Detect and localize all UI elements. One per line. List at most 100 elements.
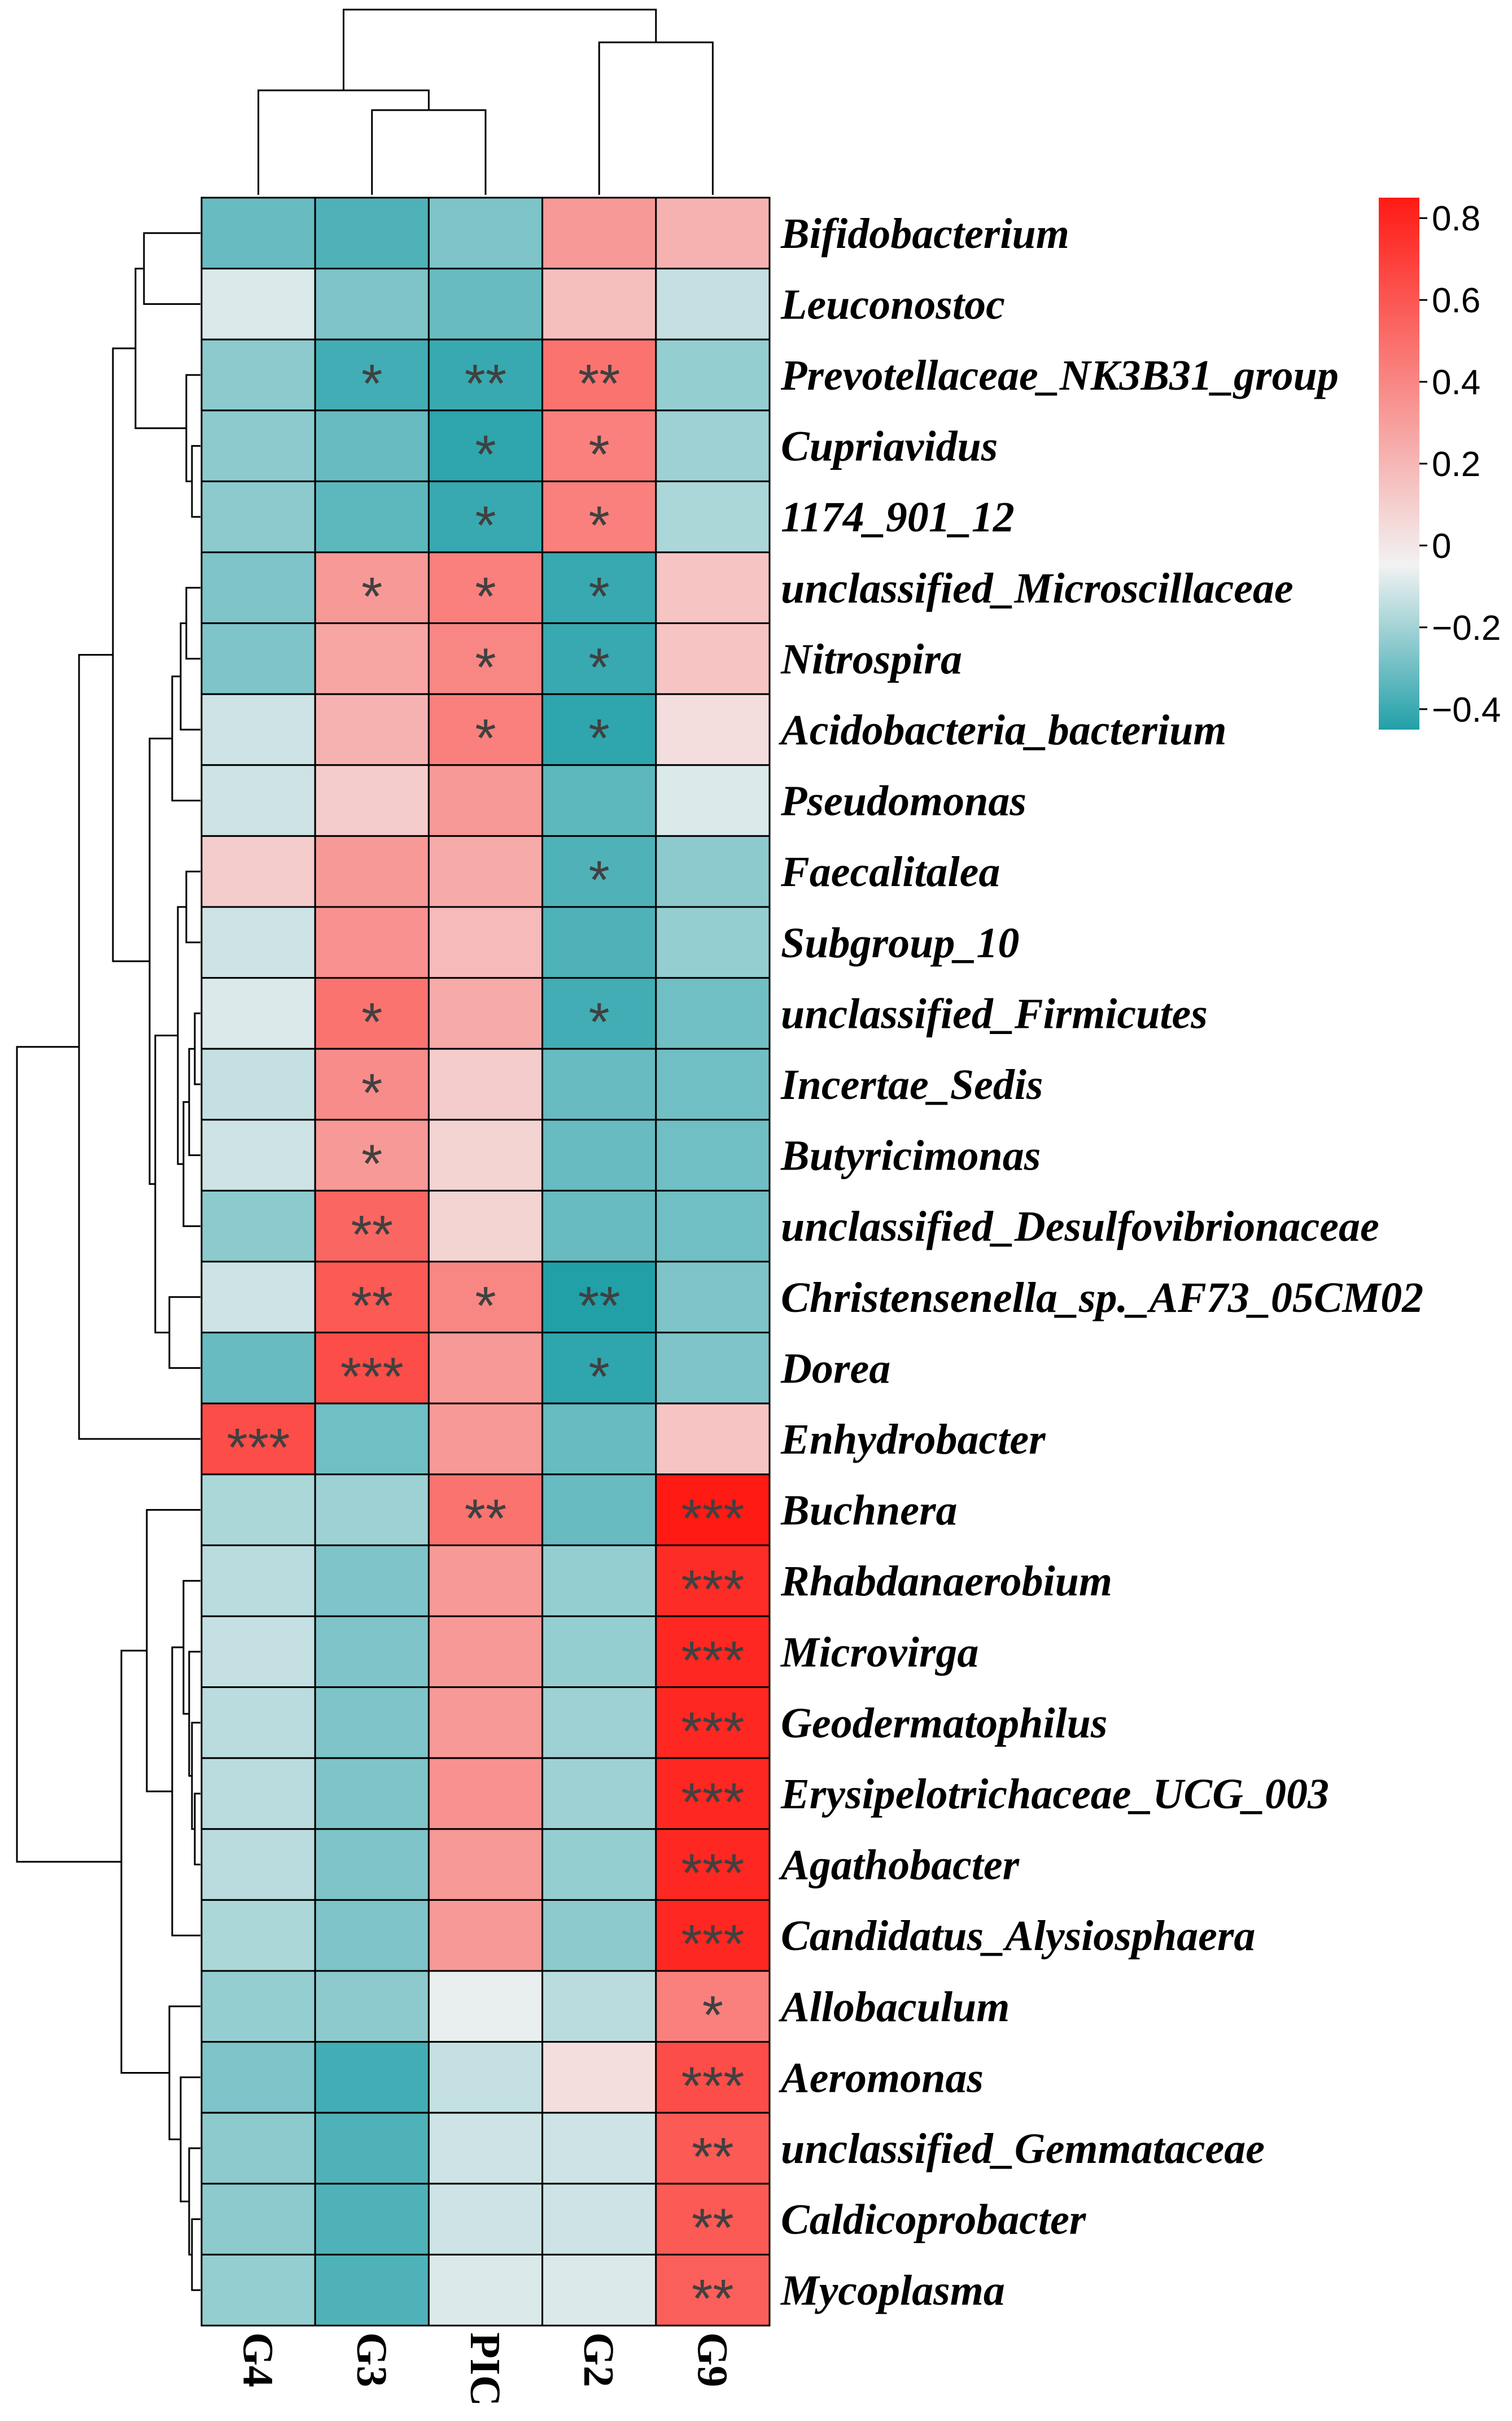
- heatmap-cell: [200, 1686, 316, 1759]
- row-dendrogram-link: [191, 1721, 200, 1830]
- colorbar: 0.8 0.6 0.4 0.2 0 −0.2 −0.4: [1379, 198, 1501, 730]
- significance-mark: *: [361, 992, 382, 1052]
- significance-mark: *: [475, 1276, 496, 1336]
- heatmap-cell: [541, 1189, 657, 1263]
- heatmap-cell: [541, 977, 657, 1050]
- significance-mark: *: [475, 566, 496, 627]
- colorbar-tick-label: 0.2: [1432, 445, 1480, 484]
- heatmap-cell: [655, 551, 771, 625]
- heatmap-cell: [314, 197, 430, 270]
- row-dendrogram-link: [171, 1646, 200, 1936]
- heatmap-cell: [655, 622, 771, 695]
- heatmap-cell: [427, 1899, 544, 1972]
- heatmap-cell: [427, 2183, 544, 2256]
- heatmap-cell: [427, 1119, 544, 1192]
- significance-mark: *: [361, 1063, 382, 1123]
- significance-mark: *: [589, 850, 610, 910]
- row-label: Subgroup_10: [781, 919, 1019, 967]
- heatmap-cell: [541, 1048, 657, 1121]
- heatmap-cell: [427, 2253, 544, 2327]
- row-dendrogram-link: [112, 347, 150, 962]
- heatmap-cell: [314, 1402, 430, 1476]
- significance-mark: ***: [681, 1630, 744, 1691]
- significance-mark: *: [589, 708, 610, 769]
- column-label: G4: [234, 2332, 282, 2387]
- significance-mark: *: [475, 708, 496, 769]
- heatmap-cell: [541, 693, 657, 766]
- row-dendrogram: [16, 232, 200, 2291]
- heatmap-cell: [541, 1544, 657, 1617]
- heatmap-cell: [200, 622, 316, 695]
- row-label: unclassified_Desulfovibrionaceae: [781, 1203, 1379, 1250]
- heatmap-cell: [427, 835, 544, 908]
- row-label: Faecalitalea: [780, 848, 1000, 896]
- significance-mark: *: [589, 992, 610, 1052]
- row-label: Allobaculum: [779, 1983, 1010, 2031]
- row-label: Candidatus_Alysiosphaera: [781, 1912, 1255, 1960]
- significance-mark: **: [465, 354, 507, 414]
- row-label: Nitrospira: [780, 635, 962, 683]
- heatmap-cell: [314, 268, 430, 341]
- heatmap-cell: [655, 764, 771, 837]
- heatmap-cell: [655, 1119, 771, 1192]
- row-dendrogram-link: [143, 232, 200, 305]
- heatmap-cell: [200, 1473, 316, 1546]
- heatmap-cell: [541, 338, 657, 412]
- significance-mark: ***: [681, 1843, 744, 1904]
- heatmap-cell: [541, 1970, 657, 2043]
- heatmap-cell: [200, 1260, 316, 1334]
- column-dendrogram-link: [371, 109, 487, 195]
- colorbar-ticks: 0.8 0.6 0.4 0.2 0 −0.2 −0.4: [1419, 199, 1501, 730]
- heatmap-cell: [655, 480, 771, 553]
- row-label: Incertae_Sedis: [780, 1061, 1043, 1109]
- heatmap-cell: [541, 480, 657, 553]
- significance-mark: *: [475, 425, 496, 485]
- significance-mark: *: [361, 566, 382, 627]
- heatmap-cell: [314, 1544, 430, 1617]
- row-label: 1174_901_12: [781, 494, 1015, 541]
- heatmap-cell: [427, 2112, 544, 2185]
- heatmap-cell: [314, 622, 430, 695]
- row-label: unclassified_Firmicutes: [781, 990, 1208, 1037]
- row-dendrogram-link: [78, 654, 200, 1440]
- column-label: PIC: [461, 2332, 509, 2406]
- row-dendrogram-link: [177, 906, 186, 1165]
- row-dendrogram-link: [188, 1651, 200, 1777]
- heatmap-cell: [541, 835, 657, 908]
- significance-mark: ***: [681, 1559, 744, 1620]
- heatmap-cell: [427, 268, 544, 341]
- heatmap-cell: [541, 1686, 657, 1759]
- significance-mark: **: [692, 2269, 734, 2329]
- row-label: Geodermatophilus: [781, 1699, 1108, 1747]
- significance-mark: *: [361, 354, 382, 414]
- heatmap-cell: [200, 1402, 316, 1476]
- column-dendrogram: [257, 8, 714, 195]
- heatmap-cell: [200, 480, 316, 553]
- heatmap-cell: [541, 551, 657, 625]
- heatmap-cell: [200, 2112, 316, 2185]
- heatmap-cell: [427, 1189, 544, 1263]
- heatmap-cell: [427, 197, 544, 270]
- colorbar-tick-label: 0.6: [1432, 281, 1480, 320]
- row-dendrogram-link: [180, 622, 200, 731]
- heatmap-cell: [427, 1260, 544, 1334]
- significance-mark: **: [465, 1489, 507, 1549]
- heatmap-cell: [314, 338, 430, 412]
- row-dendrogram-link: [171, 675, 200, 802]
- column-dendrogram-link: [343, 8, 657, 90]
- significance-mark: **: [351, 1276, 393, 1336]
- heatmap-cell: [200, 197, 316, 270]
- heatmap-cell: [427, 1615, 544, 1689]
- heatmap-cell: [541, 1615, 657, 1689]
- significance-mark: **: [351, 1205, 393, 1265]
- heatmap-cell: [541, 1402, 657, 1476]
- heatmap-cell: [200, 1828, 316, 1901]
- row-label: Mycoplasma: [780, 2267, 1005, 2314]
- heatmap-cell: [314, 2183, 430, 2256]
- heatmap-cell: [200, 1615, 316, 1689]
- heatmap-cell: [427, 1970, 544, 2043]
- significance-mark: *: [589, 425, 610, 485]
- column-dendrogram-link: [257, 89, 430, 195]
- significance-mark: ***: [681, 2056, 744, 2116]
- row-label: Rhabdanaerobium: [780, 1558, 1112, 1605]
